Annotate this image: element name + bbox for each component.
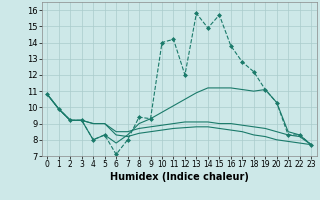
X-axis label: Humidex (Indice chaleur): Humidex (Indice chaleur) bbox=[110, 172, 249, 182]
